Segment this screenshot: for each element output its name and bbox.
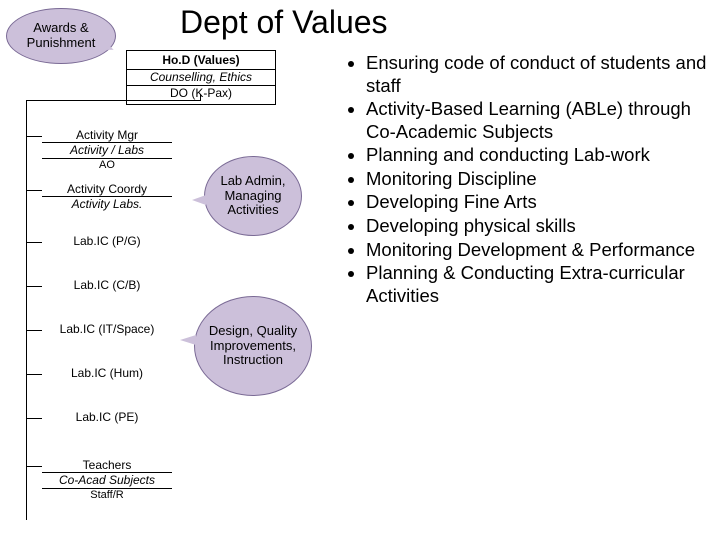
- bullet-item: Planning & Conducting Extra-curricular A…: [366, 262, 710, 307]
- org-node-top: Teachers: [42, 458, 172, 472]
- org-node-mid: Activity Labs.: [42, 196, 172, 211]
- branch-line: [26, 466, 42, 467]
- org-node-top: Activity Mgr: [42, 128, 172, 142]
- org-node-top: Lab.IC (PE): [42, 410, 172, 424]
- hod-mid: Counselling, Ethics: [127, 69, 275, 86]
- org-node-top: Lab.IC (P/G): [42, 234, 172, 248]
- branch-line: [26, 190, 42, 191]
- bullet-item: Ensuring code of conduct of students and…: [366, 52, 710, 97]
- org-node-bot: Staff/R: [42, 488, 172, 502]
- org-node: Lab.IC (C/B): [42, 278, 172, 292]
- bullet-item: Developing Fine Arts: [366, 191, 710, 214]
- branch-line: [26, 136, 42, 137]
- org-node-top: Lab.IC (Hum): [42, 366, 172, 380]
- org-node-mid: Co-Acad Subjects: [42, 472, 172, 487]
- org-node: Lab.IC (PE): [42, 410, 172, 424]
- org-node: TeachersCo-Acad SubjectsStaff/R: [42, 458, 172, 502]
- bullet-list: Ensuring code of conduct of students and…: [340, 52, 710, 308]
- bullet-item: Monitoring Development & Performance: [366, 239, 710, 262]
- connector-line: [26, 100, 201, 101]
- branch-line: [26, 330, 42, 331]
- branch-line: [26, 418, 42, 419]
- bullet-item: Planning and conducting Lab-work: [366, 144, 710, 167]
- branch-line: [26, 374, 42, 375]
- org-node-top: Lab.IC (IT/Space): [42, 322, 172, 336]
- org-node: Activity CoordyActivity Labs.: [42, 182, 172, 212]
- branch-line: [26, 286, 42, 287]
- bullet-item: Monitoring Discipline: [366, 168, 710, 191]
- hod-box: Ho.D (Values) Counselling, Ethics DO (K-…: [126, 50, 276, 105]
- org-node: Lab.IC (IT/Space): [42, 322, 172, 336]
- org-node-top: Lab.IC (C/B): [42, 278, 172, 292]
- branch-line: [26, 242, 42, 243]
- org-chart: Ho.D (Values) Counselling, Ethics DO (K-…: [0, 50, 300, 530]
- org-node-top: Activity Coordy: [42, 182, 172, 196]
- hod-top: Ho.D (Values): [127, 53, 275, 69]
- org-node-bot: AO: [42, 158, 172, 172]
- bullet-item: Activity-Based Learning (ABLe) through C…: [366, 98, 710, 143]
- page-title: Dept of Values: [180, 4, 388, 41]
- org-node-mid: Activity / Labs: [42, 142, 172, 157]
- org-node: Activity MgrActivity / LabsAO: [42, 128, 172, 172]
- org-node: Lab.IC (Hum): [42, 366, 172, 380]
- bullet-item: Developing physical skills: [366, 215, 710, 238]
- org-node: Lab.IC (P/G): [42, 234, 172, 248]
- callout-awards-text: Awards & Punishment: [13, 21, 109, 51]
- trunk-line: [26, 100, 27, 520]
